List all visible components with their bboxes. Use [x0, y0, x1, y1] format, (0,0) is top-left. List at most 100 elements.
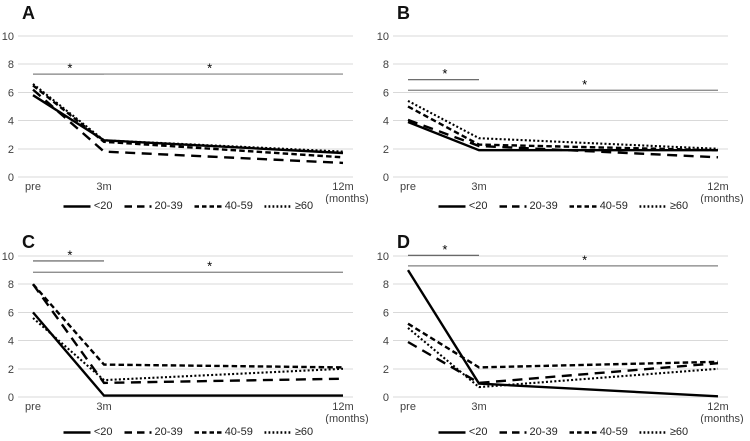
legend-label: 40-59 [224, 200, 253, 212]
y-tick-label: 0 [8, 172, 14, 184]
series-line-ge60 [32, 317, 344, 382]
series-line-40-59 [407, 105, 719, 152]
legend-item-40-59: 40-59 [193, 200, 253, 212]
x-tick-label: 3m [471, 401, 486, 413]
legend-item-ge60: ≥60 [263, 200, 313, 212]
significance-asterisk: * [442, 242, 447, 257]
series-line-40-59 [407, 322, 719, 369]
y-tick-label: 10 [2, 31, 14, 43]
series-line-ge60 [407, 99, 719, 150]
legend-line-sample-20-39 [124, 430, 152, 434]
x-axis-unit-label: (months) [700, 413, 743, 424]
legend-item-40-59: 40-59 [193, 426, 253, 438]
y-tick-label: 6 [8, 307, 14, 319]
legend-line-sample-20-39 [499, 204, 527, 208]
legend: <20 20-39 40-59 ≥60 [0, 426, 375, 438]
x-tick-label: 12m [707, 181, 728, 193]
x-tick-label: pre [25, 401, 41, 413]
legend-item-20-39: 20-39 [123, 200, 183, 212]
legend-label: 20-39 [154, 426, 183, 438]
y-tick-label: 2 [8, 144, 14, 156]
legend-item-20-39: 20-39 [498, 426, 558, 438]
y-tick-label: 6 [383, 307, 389, 319]
y-tick-label: 6 [8, 87, 14, 99]
legend-line-sample-lt20 [63, 204, 91, 208]
series-line-40-59 [32, 84, 344, 159]
legend-label: 40-59 [224, 426, 253, 438]
significance-asterisk: * [582, 77, 587, 92]
significance-asterisk: * [582, 252, 587, 267]
y-tick-label: 0 [383, 172, 389, 184]
series-line-lt20 [32, 311, 343, 397]
x-axis-unit-label: (months) [325, 193, 368, 204]
legend-item-20-39: 20-39 [123, 426, 183, 438]
series-line-lt20 [407, 120, 718, 152]
panel-A: 0 2 4 6 8 10 * * pre 3m 12m (months) A <20 20-39 40-59 ≥… [0, 0, 375, 220]
legend-item-40-59: 40-59 [568, 426, 628, 438]
panel-label-A: A [22, 3, 36, 23]
x-tick-label: pre [400, 401, 416, 413]
y-tick-label: 0 [8, 392, 14, 404]
legend-item-lt20: <20 [437, 426, 488, 438]
panel-D: 0 2 4 6 8 10 * * pre 3m 12m (months) D <20 20-39 40-59 ≥… [375, 220, 750, 441]
x-tick-label: pre [25, 181, 41, 193]
series-line-20-39 [32, 88, 344, 165]
panel-label-B: B [397, 3, 411, 23]
legend-label: ≥60 [294, 426, 314, 438]
legend-label: ≥60 [294, 200, 314, 212]
legend-item-ge60: ≥60 [638, 200, 688, 212]
y-tick-label: 10 [377, 251, 389, 263]
x-tick-label: 12m [707, 401, 728, 413]
series-line-20-39 [407, 118, 719, 159]
panel-B: 0 2 4 6 8 10 * * pre 3m 12m (months) B <20 20-39 40-59 ≥… [375, 0, 750, 220]
legend-item-lt20: <20 [62, 426, 113, 438]
y-tick-label: 2 [383, 364, 389, 376]
legend-line-sample-40-59 [194, 430, 222, 434]
y-tick-label: 4 [8, 116, 14, 128]
x-tick-label: 12m [332, 401, 353, 413]
y-tick-label: 4 [8, 336, 14, 348]
x-tick-label: pre [400, 181, 416, 193]
series-line-20-39 [32, 283, 344, 385]
legend-line-sample-ge60 [264, 430, 292, 434]
legend-line-sample-lt20 [438, 204, 466, 208]
x-axis-unit-label: (months) [700, 193, 743, 204]
chart-D: 0 2 4 6 8 10 * * pre 3m 12m(months) [377, 242, 744, 424]
legend-item-ge60: ≥60 [638, 426, 688, 438]
x-tick-label: 3m [471, 181, 486, 193]
panel-label-D: D [397, 232, 411, 252]
legend-line-sample-ge60 [639, 204, 667, 208]
legend-label: 40-59 [599, 426, 628, 438]
y-tick-label: 0 [383, 392, 389, 404]
legend-label: 20-39 [154, 200, 183, 212]
y-tick-label: 8 [383, 59, 389, 71]
legend: <20 20-39 40-59 ≥60 [0, 200, 375, 212]
series-line-ge60 [32, 83, 344, 153]
significance-asterisk: * [67, 247, 72, 262]
legend: <20 20-39 40-59 ≥60 [375, 200, 750, 212]
series-line-lt20 [32, 94, 344, 155]
legend-label: ≥60 [669, 200, 689, 212]
legend-line-sample-lt20 [438, 430, 466, 434]
legend-label: 20-39 [529, 426, 558, 438]
y-tick-label: 2 [8, 364, 14, 376]
series-line-40-59 [32, 283, 344, 369]
x-tick-label: 3m [96, 401, 111, 413]
y-tick-label: 10 [2, 251, 14, 263]
legend-line-sample-40-59 [569, 430, 597, 434]
legend-label: <20 [468, 426, 488, 438]
legend-line-sample-lt20 [63, 430, 91, 434]
y-tick-label: 8 [383, 279, 389, 291]
y-tick-label: 8 [8, 59, 14, 71]
panel-label-C: C [22, 232, 36, 252]
significance-asterisk: * [207, 61, 212, 76]
x-tick-label: 3m [96, 181, 111, 193]
chart-B: 0 2 4 6 8 10 * * pre 3m 12m(months) [377, 31, 744, 204]
legend-label: <20 [93, 200, 113, 212]
y-tick-label: 8 [8, 279, 14, 291]
legend-item-40-59: 40-59 [568, 200, 628, 212]
legend-line-sample-20-39 [124, 204, 152, 208]
legend-label: ≥60 [669, 426, 689, 438]
y-tick-label: 4 [383, 116, 389, 128]
